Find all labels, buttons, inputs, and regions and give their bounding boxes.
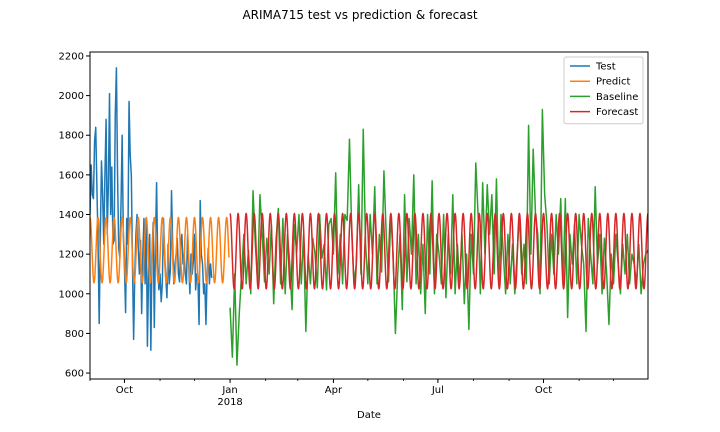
legend: Test Predict Baseline Forecast [563,56,644,125]
x-tick-label: Jul [431,385,444,396]
legend-label-baseline: Baseline [596,92,638,103]
series-line-predict [90,216,230,284]
y-axis: 600 800 1000 1200 1400 1600 1800 2000 2200 [59,51,90,380]
y-tick-label: 600 [65,369,84,380]
plot-frame [89,51,649,380]
y-tick-label: 2000 [59,91,84,102]
x-tick-label: Jan [221,385,237,396]
series-line-test [90,67,213,352]
x-tick-label: Oct [116,385,133,396]
y-tick-label: 1200 [59,250,84,261]
y-tick-label: 1600 [59,170,84,181]
x-tick-sublabel: 2018 [217,397,242,408]
y-tick-label: 800 [65,329,84,340]
series-line-forecast [229,212,648,290]
x-axis-title: Date [357,410,381,421]
x-tick-label: Apr [325,385,343,396]
y-tick-label: 1800 [59,131,84,142]
series-line-baseline [229,108,648,366]
legend-label-predict: Predict [596,77,631,88]
legend-box [563,56,644,125]
legend-label-test: Test [595,62,616,73]
x-tick-label: Oct [535,385,552,396]
y-tick-label: 1400 [59,210,84,221]
y-tick-label: 1000 [59,289,84,300]
y-tick-label: 2200 [59,51,84,62]
chart-title: ARIMA715 test vs prediction & forecast [242,8,477,22]
legend-label-forecast: Forecast [596,107,638,118]
